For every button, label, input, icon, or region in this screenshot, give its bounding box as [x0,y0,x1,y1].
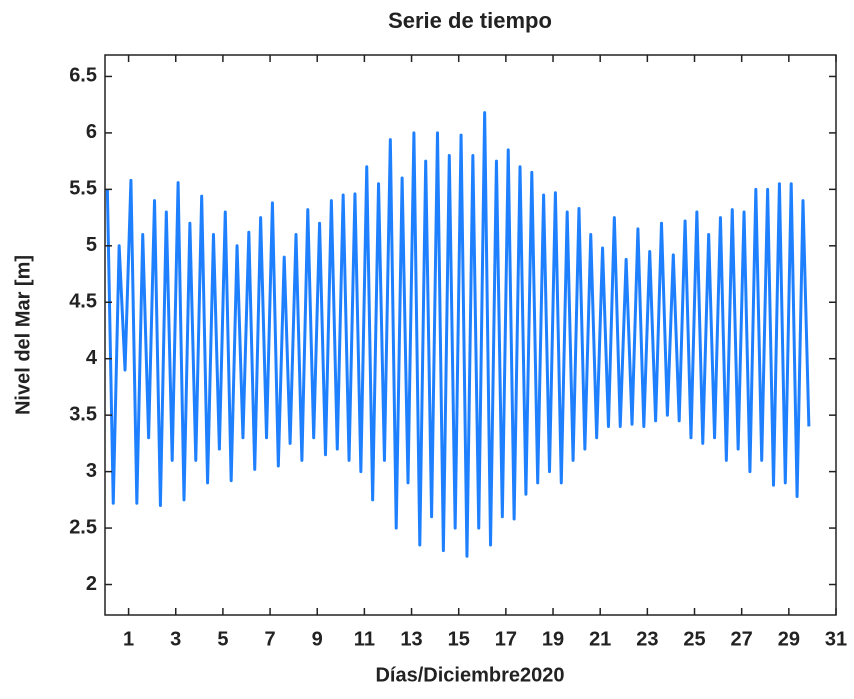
y-tick-label: 3 [86,460,97,482]
y-tick-label: 3.5 [69,403,97,425]
x-tick-label: 9 [312,628,323,650]
x-tick-label: 5 [217,628,228,650]
x-tick-label: 11 [354,628,375,650]
x-tick-label: 31 [825,628,847,650]
x-tick-label: 21 [589,628,611,650]
y-tick-label: 6.5 [69,65,97,87]
x-tick-label: 23 [636,628,658,650]
x-tick-label: 27 [731,628,753,650]
x-tick-label: 25 [683,628,705,650]
x-tick-label: 15 [448,628,470,650]
x-tick-label: 3 [170,628,181,650]
data-line [105,111,811,558]
x-tick-label: 1 [123,628,134,650]
chart-title: Serie de tiempo [388,8,552,33]
y-tick-label: 2 [86,573,97,595]
y-tick-label: 4 [86,347,98,369]
y-axis-label: Nivel del Mar [m] [12,255,34,415]
y-tick-label: 2.5 [69,516,97,538]
x-tick-label: 19 [542,628,564,650]
plot-frame [104,54,837,616]
x-tick-label: 17 [495,628,517,650]
x-tick-label: 29 [778,628,800,650]
y-tick-label: 4.5 [69,291,97,313]
y-tick-label: 5.5 [69,178,97,200]
y-tick-label: 5 [86,234,97,256]
y-tick-label: 6 [86,121,97,143]
x-tick-label: 13 [400,628,422,650]
x-tick-label: 7 [265,628,276,650]
x-axis-label: Días/Diciembre2020 [375,664,564,686]
